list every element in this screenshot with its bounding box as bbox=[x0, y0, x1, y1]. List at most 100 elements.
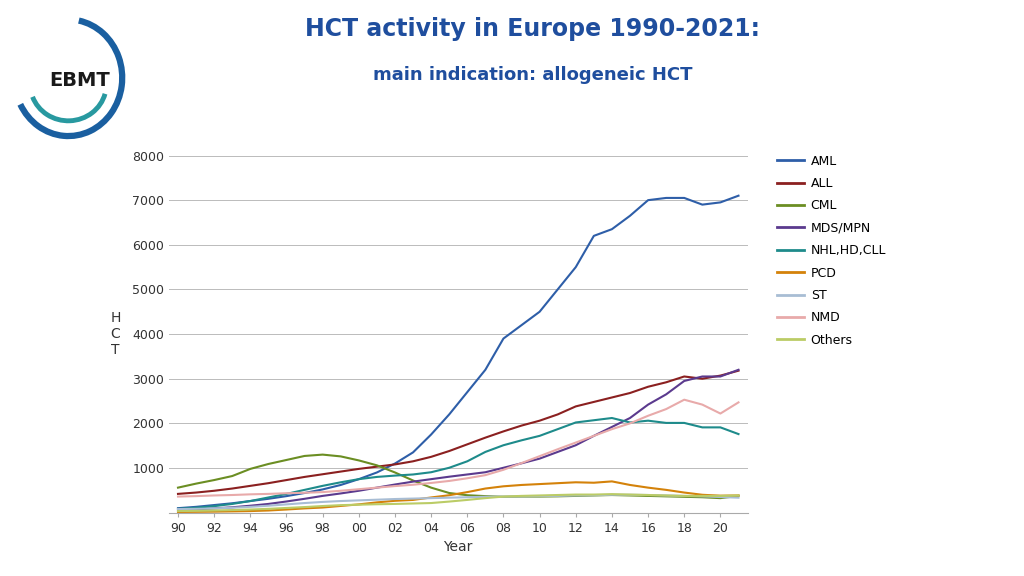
NHL,HD,CLL bbox=[461, 458, 473, 465]
NMD bbox=[569, 439, 582, 446]
ST bbox=[660, 492, 673, 499]
ALL bbox=[316, 471, 329, 478]
AML bbox=[226, 500, 239, 507]
AML bbox=[588, 233, 600, 240]
NMD bbox=[262, 490, 274, 497]
NHL,HD,CLL bbox=[352, 476, 365, 483]
PCD bbox=[498, 483, 510, 490]
CML bbox=[262, 461, 274, 468]
AML bbox=[371, 469, 383, 476]
PCD bbox=[534, 480, 546, 487]
ALL bbox=[606, 394, 618, 401]
AML bbox=[569, 264, 582, 271]
ALL bbox=[552, 411, 564, 418]
PCD bbox=[606, 478, 618, 485]
CML bbox=[461, 492, 473, 499]
ALL bbox=[244, 483, 256, 490]
Others bbox=[552, 491, 564, 498]
AML bbox=[189, 503, 202, 510]
NHL,HD,CLL bbox=[208, 503, 220, 510]
NHL,HD,CLL bbox=[678, 419, 690, 426]
NMD bbox=[371, 484, 383, 491]
NHL,HD,CLL bbox=[244, 498, 256, 505]
ALL bbox=[371, 463, 383, 470]
CML bbox=[407, 477, 419, 484]
NHL,HD,CLL bbox=[389, 472, 401, 479]
ALL bbox=[208, 487, 220, 494]
NMD bbox=[281, 490, 293, 497]
ALL bbox=[624, 389, 636, 396]
AML bbox=[262, 495, 274, 502]
PCD bbox=[515, 482, 527, 488]
ALL bbox=[569, 403, 582, 410]
PCD bbox=[461, 488, 473, 495]
NHL,HD,CLL bbox=[696, 424, 709, 431]
PCD bbox=[335, 502, 347, 509]
ALL bbox=[298, 473, 310, 480]
Others bbox=[443, 498, 456, 505]
Others bbox=[479, 495, 492, 502]
ST bbox=[534, 492, 546, 499]
CML bbox=[335, 453, 347, 460]
CML bbox=[208, 476, 220, 483]
MDS/MPN bbox=[316, 492, 329, 499]
CML bbox=[498, 493, 510, 500]
MDS/MPN bbox=[678, 377, 690, 384]
CML bbox=[660, 493, 673, 500]
ALL bbox=[642, 383, 654, 390]
MDS/MPN bbox=[515, 460, 527, 467]
AML bbox=[389, 460, 401, 467]
CML bbox=[569, 492, 582, 499]
MDS/MPN bbox=[407, 478, 419, 485]
Text: EBMT: EBMT bbox=[49, 71, 110, 90]
ST bbox=[189, 505, 202, 512]
Others bbox=[389, 501, 401, 507]
PCD bbox=[352, 501, 365, 508]
NMD bbox=[389, 483, 401, 490]
Others bbox=[425, 499, 437, 506]
MDS/MPN bbox=[588, 433, 600, 439]
ST bbox=[498, 493, 510, 500]
Others bbox=[371, 501, 383, 507]
NHL,HD,CLL bbox=[569, 419, 582, 426]
Others bbox=[515, 492, 527, 499]
ST bbox=[624, 491, 636, 498]
CML bbox=[281, 457, 293, 464]
PCD bbox=[678, 489, 690, 496]
ALL bbox=[389, 461, 401, 468]
ST bbox=[642, 491, 654, 498]
ST bbox=[208, 505, 220, 512]
ST bbox=[298, 499, 310, 506]
ALL bbox=[425, 453, 437, 460]
CML bbox=[443, 490, 456, 497]
CML bbox=[226, 472, 239, 479]
NMD bbox=[696, 401, 709, 408]
AML bbox=[660, 195, 673, 202]
MDS/MPN bbox=[569, 442, 582, 449]
Text: HCT activity in Europe 1990-2021:: HCT activity in Europe 1990-2021: bbox=[305, 17, 760, 41]
NMD bbox=[498, 467, 510, 473]
ST bbox=[425, 495, 437, 502]
ALL bbox=[461, 441, 473, 448]
NMD bbox=[606, 426, 618, 433]
PCD bbox=[172, 509, 184, 516]
ST bbox=[407, 495, 419, 502]
ALL bbox=[407, 458, 419, 465]
Others bbox=[335, 502, 347, 509]
CML bbox=[534, 493, 546, 500]
AML bbox=[172, 505, 184, 511]
ST bbox=[316, 498, 329, 505]
MDS/MPN bbox=[281, 498, 293, 505]
Others bbox=[208, 507, 220, 514]
Line: NHL,HD,CLL: NHL,HD,CLL bbox=[178, 418, 738, 509]
NMD bbox=[172, 493, 184, 500]
ALL bbox=[696, 376, 709, 382]
Others bbox=[298, 503, 310, 510]
CML bbox=[172, 484, 184, 491]
Others bbox=[678, 492, 690, 499]
MDS/MPN bbox=[606, 423, 618, 430]
MDS/MPN bbox=[696, 373, 709, 380]
PCD bbox=[371, 499, 383, 506]
Others bbox=[606, 491, 618, 498]
NMD bbox=[642, 412, 654, 419]
